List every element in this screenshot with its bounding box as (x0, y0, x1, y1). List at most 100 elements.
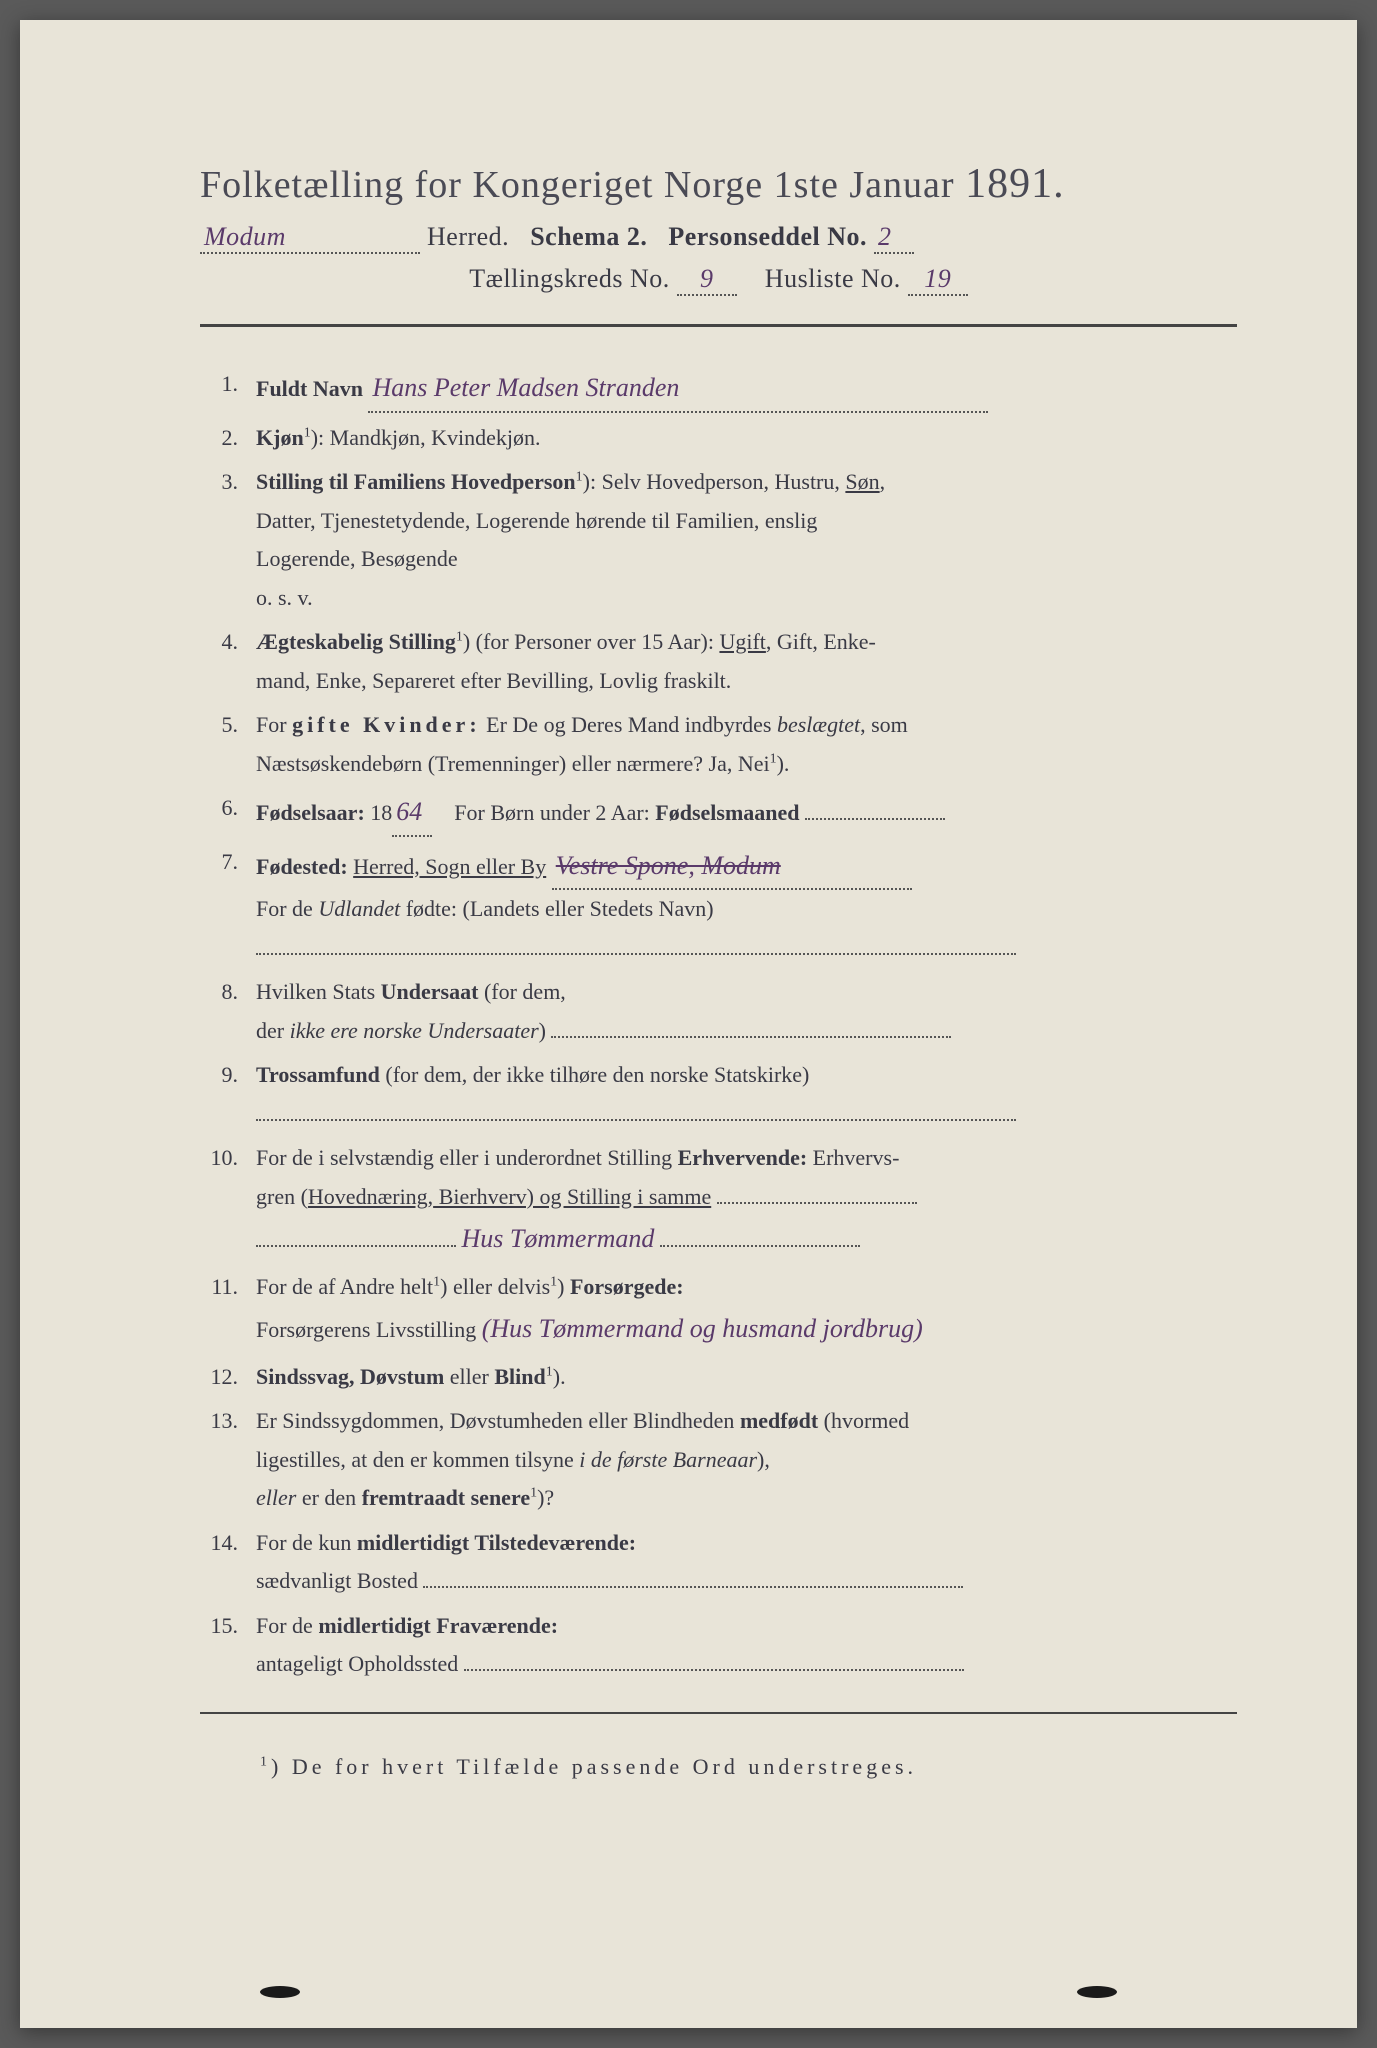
title-text: Folketælling for Kongeriget Norge 1ste J… (200, 164, 955, 206)
item-5-line1c: Er De og Deres Mand indbyrdes (481, 712, 777, 737)
item-8-line2a: der (256, 1018, 290, 1043)
subheader-line1: Modum Herred. Schema 2. Personseddel No.… (200, 222, 1237, 254)
item-1: 1. Fuldt Navn Hans Peter Madsen Stranden (200, 365, 1237, 413)
item-14-line1b: midlertidigt Tilstedeværende: (357, 1530, 636, 1555)
personseddel-no: 2 (874, 222, 914, 254)
item-13-line3d: )? (537, 1485, 554, 1510)
item-7-line2b: Udlandet (318, 896, 400, 921)
form-body: 1. Fuldt Navn Hans Peter Madsen Stranden… (200, 365, 1237, 1684)
item-5-num: 5. (200, 706, 256, 783)
item-6-label: Fødselsaar: (256, 800, 365, 825)
personseddel-label: Personseddel No. (668, 222, 867, 251)
item-2: 2. Kjøn1): Mandkjøn, Kvindekjøn. (200, 419, 1237, 458)
item-10-line2c: Bierhverv) og Stilling i samme (433, 1184, 711, 1209)
item-14-content: For de kun midlertidigt Tilstedeværende:… (256, 1524, 1237, 1601)
item-5-line1b: gifte Kvinder: (292, 712, 481, 737)
item-3-son: Søn (845, 469, 879, 494)
item-6-num: 6. (200, 789, 256, 837)
form-header: Folketælling for Kongeriget Norge 1ste J… (200, 160, 1237, 296)
item-10: 10. For de i selvstændig eller i underor… (200, 1139, 1237, 1262)
item-10-occupation: Hus Tømmermand (462, 1224, 655, 1253)
item-4-line1a: ) (for Personer over 15 Aar): (463, 629, 720, 654)
item-2-content: Kjøn1): Mandkjøn, Kvindekjøn. (256, 419, 1237, 458)
item-8-blank (551, 1036, 951, 1038)
item-12-text-c: Blind (494, 1364, 545, 1389)
item-4-ugift: Ugift (719, 629, 765, 654)
item-15-line1a: For de (256, 1613, 318, 1638)
form-title: Folketælling for Kongeriget Norge 1ste J… (200, 160, 1237, 208)
item-2-sup: 1 (304, 425, 311, 440)
item-7-blank (256, 935, 1016, 955)
item-13-num: 13. (200, 1402, 256, 1518)
herred-value: Modum (200, 222, 420, 254)
item-13-line1b: medfødt (740, 1408, 818, 1433)
item-14-line1a: For de kun (256, 1530, 357, 1555)
item-11-line2a: Forsørgerens Livsstilling (256, 1317, 476, 1342)
item-15-line2: antageligt Opholdssted (256, 1651, 458, 1676)
item-12-text-b: eller (444, 1364, 494, 1389)
item-14-blank (423, 1586, 963, 1588)
item-10-line2a: gren ( (256, 1184, 308, 1209)
item-3-content: Stilling til Familiens Hovedperson1): Se… (256, 463, 1237, 617)
item-5-content: For gifte Kvinder: Er De og Deres Mand i… (256, 706, 1237, 783)
item-11-num: 11. (200, 1268, 256, 1352)
item-11-line1b: ) eller delvis (440, 1274, 550, 1299)
item-1-content: Fuldt Navn Hans Peter Madsen Stranden (256, 365, 1237, 413)
item-4-sup: 1 (456, 630, 463, 645)
item-3-line1: ): Selv Hovedperson, Hustru, (583, 469, 846, 494)
item-6-year-prefix: 18 (370, 800, 392, 825)
title-year: 1891. (965, 161, 1065, 207)
item-2-text: ): Mandkjøn, Kvindekjøn. (311, 425, 541, 450)
census-form-page: Folketælling for Kongeriget Norge 1ste J… (20, 20, 1357, 2028)
item-11-line1d: Forsørgede: (570, 1274, 684, 1299)
item-8: 8. Hvilken Stats Undersaat (for dem, der… (200, 973, 1237, 1050)
item-12-content: Sindssvag, Døvstum eller Blind1). (256, 1358, 1237, 1397)
item-6-content: Fødselsaar: 1864 For Børn under 2 Aar: F… (256, 789, 1237, 837)
item-9: 9. Trossamfund (for dem, der ikke tilhør… (200, 1056, 1237, 1133)
item-6-year: 64 (392, 789, 432, 837)
item-15-content: For de midlertidigt Fraværende: antageli… (256, 1607, 1237, 1684)
item-9-blank (256, 1101, 1016, 1121)
item-10-line1b: Erhvervende: (678, 1145, 808, 1170)
subheader-line2: Tællingskreds No. 9 Husliste No. 19 (200, 264, 1237, 296)
item-13-line3b: er den (296, 1485, 361, 1510)
item-12-sup: 1 (546, 1364, 553, 1379)
item-7-num: 7. (200, 843, 256, 968)
item-6-line1c: Fødselsmaaned (655, 800, 799, 825)
item-12: 12. Sindssvag, Døvstum eller Blind1). (200, 1358, 1237, 1397)
ink-blot-right (1077, 1986, 1117, 1998)
item-3-line3: Logerende, Besøgende (256, 546, 458, 571)
item-12-num: 12. (200, 1358, 256, 1397)
item-13-line2b: i de første Barneaar (579, 1447, 757, 1472)
item-13-line3a: eller (256, 1485, 296, 1510)
item-4-content: Ægteskabelig Stilling1) (for Personer ov… (256, 623, 1237, 700)
item-5: 5. For gifte Kvinder: Er De og Deres Man… (200, 706, 1237, 783)
item-8-content: Hvilken Stats Undersaat (for dem, der ik… (256, 973, 1237, 1050)
item-7-content: Fødested: Herred, Sogn eller By Vestre S… (256, 843, 1237, 968)
item-11-line1c: ) (557, 1274, 570, 1299)
item-15: 15. For de midlertidigt Fraværende: anta… (200, 1607, 1237, 1684)
item-14: 14. For de kun midlertidigt Tilstedevære… (200, 1524, 1237, 1601)
taellingskreds-no: 9 (677, 264, 737, 296)
item-8-line1c: (for dem, (478, 979, 565, 1004)
item-4-label: Ægteskabelig Stilling (256, 629, 456, 654)
husliste-label: Husliste No. (765, 264, 901, 293)
item-3-num: 3. (200, 463, 256, 617)
item-15-blank (464, 1669, 964, 1671)
item-7-birthplace: Vestre Spone, Modum (552, 843, 912, 891)
husliste-no: 19 (908, 264, 968, 296)
item-15-line1b: midlertidigt Fraværende: (318, 1613, 558, 1638)
herred-label: Herred. (427, 222, 509, 251)
item-2-num: 2. (200, 419, 256, 458)
item-11-content: For de af Andre helt1) eller delvis1) Fo… (256, 1268, 1237, 1352)
item-10-blank2 (256, 1245, 456, 1247)
item-10-line1c: Erhvervs- (807, 1145, 899, 1170)
item-8-line1b: Undersaat (381, 979, 479, 1004)
item-10-line2b: Hovednæring, (308, 1184, 433, 1209)
item-7-label: Fødested: (256, 854, 348, 879)
item-7-line2c: fødte: (Landets eller Stedets Navn) (400, 896, 713, 921)
item-7-line2a: For de (256, 896, 318, 921)
item-14-num: 14. (200, 1524, 256, 1601)
footnote-text: ) De for hvert Tilfælde passende Ord und… (271, 1754, 917, 1779)
item-3-label: Stilling til Familiens Hovedperson (256, 469, 576, 494)
